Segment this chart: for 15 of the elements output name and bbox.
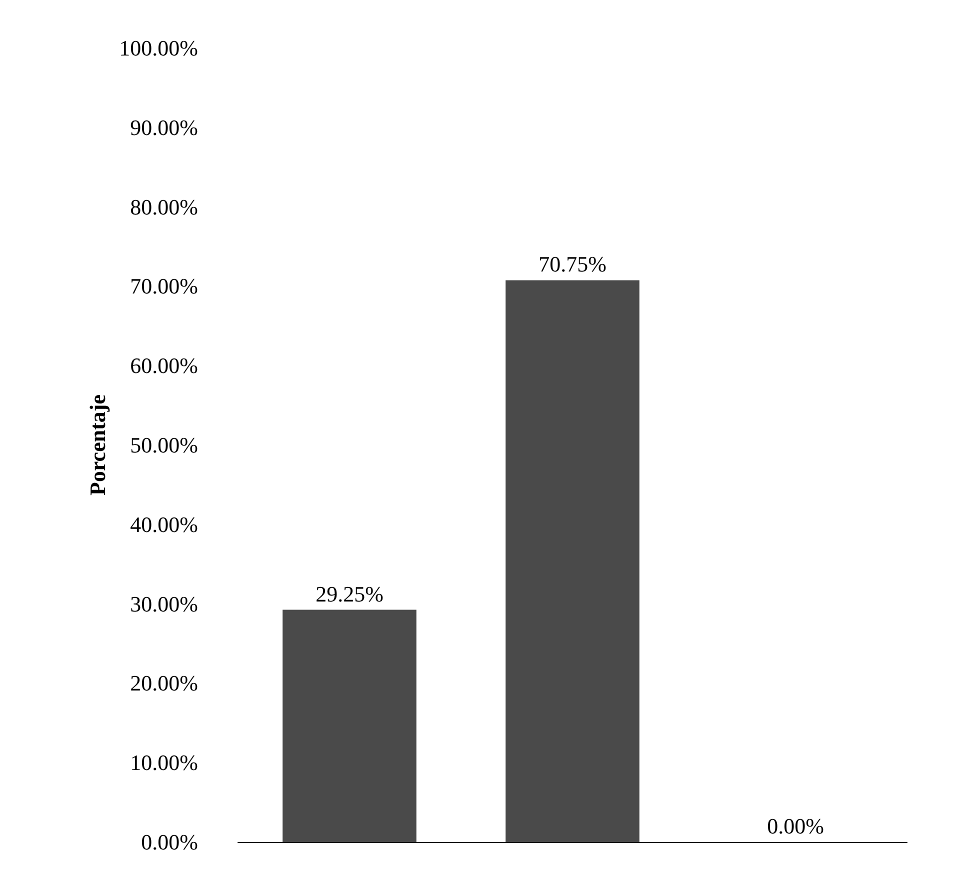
y-tick-label: 40.00% (130, 512, 198, 537)
y-tick-label: 60.00% (130, 353, 198, 378)
y-tick-label: 30.00% (130, 591, 198, 616)
y-tick-label: 20.00% (130, 670, 198, 696)
y-tick-label: 0.00% (141, 830, 198, 854)
y-axis-title: Porcentaje (84, 394, 110, 496)
y-tick-label: 70.00% (130, 274, 198, 299)
data-label: 0.00% (767, 814, 824, 838)
data-label: 70.75% (538, 252, 606, 277)
y-tick-label: 90.00% (130, 114, 198, 140)
data-label: 29.25% (316, 581, 384, 606)
y-tick-label: 50.00% (130, 432, 198, 458)
y-tick-label: 80.00% (130, 194, 198, 220)
y-tick-label: 10.00% (130, 750, 198, 776)
y-tick-label: 100.00% (119, 36, 198, 60)
